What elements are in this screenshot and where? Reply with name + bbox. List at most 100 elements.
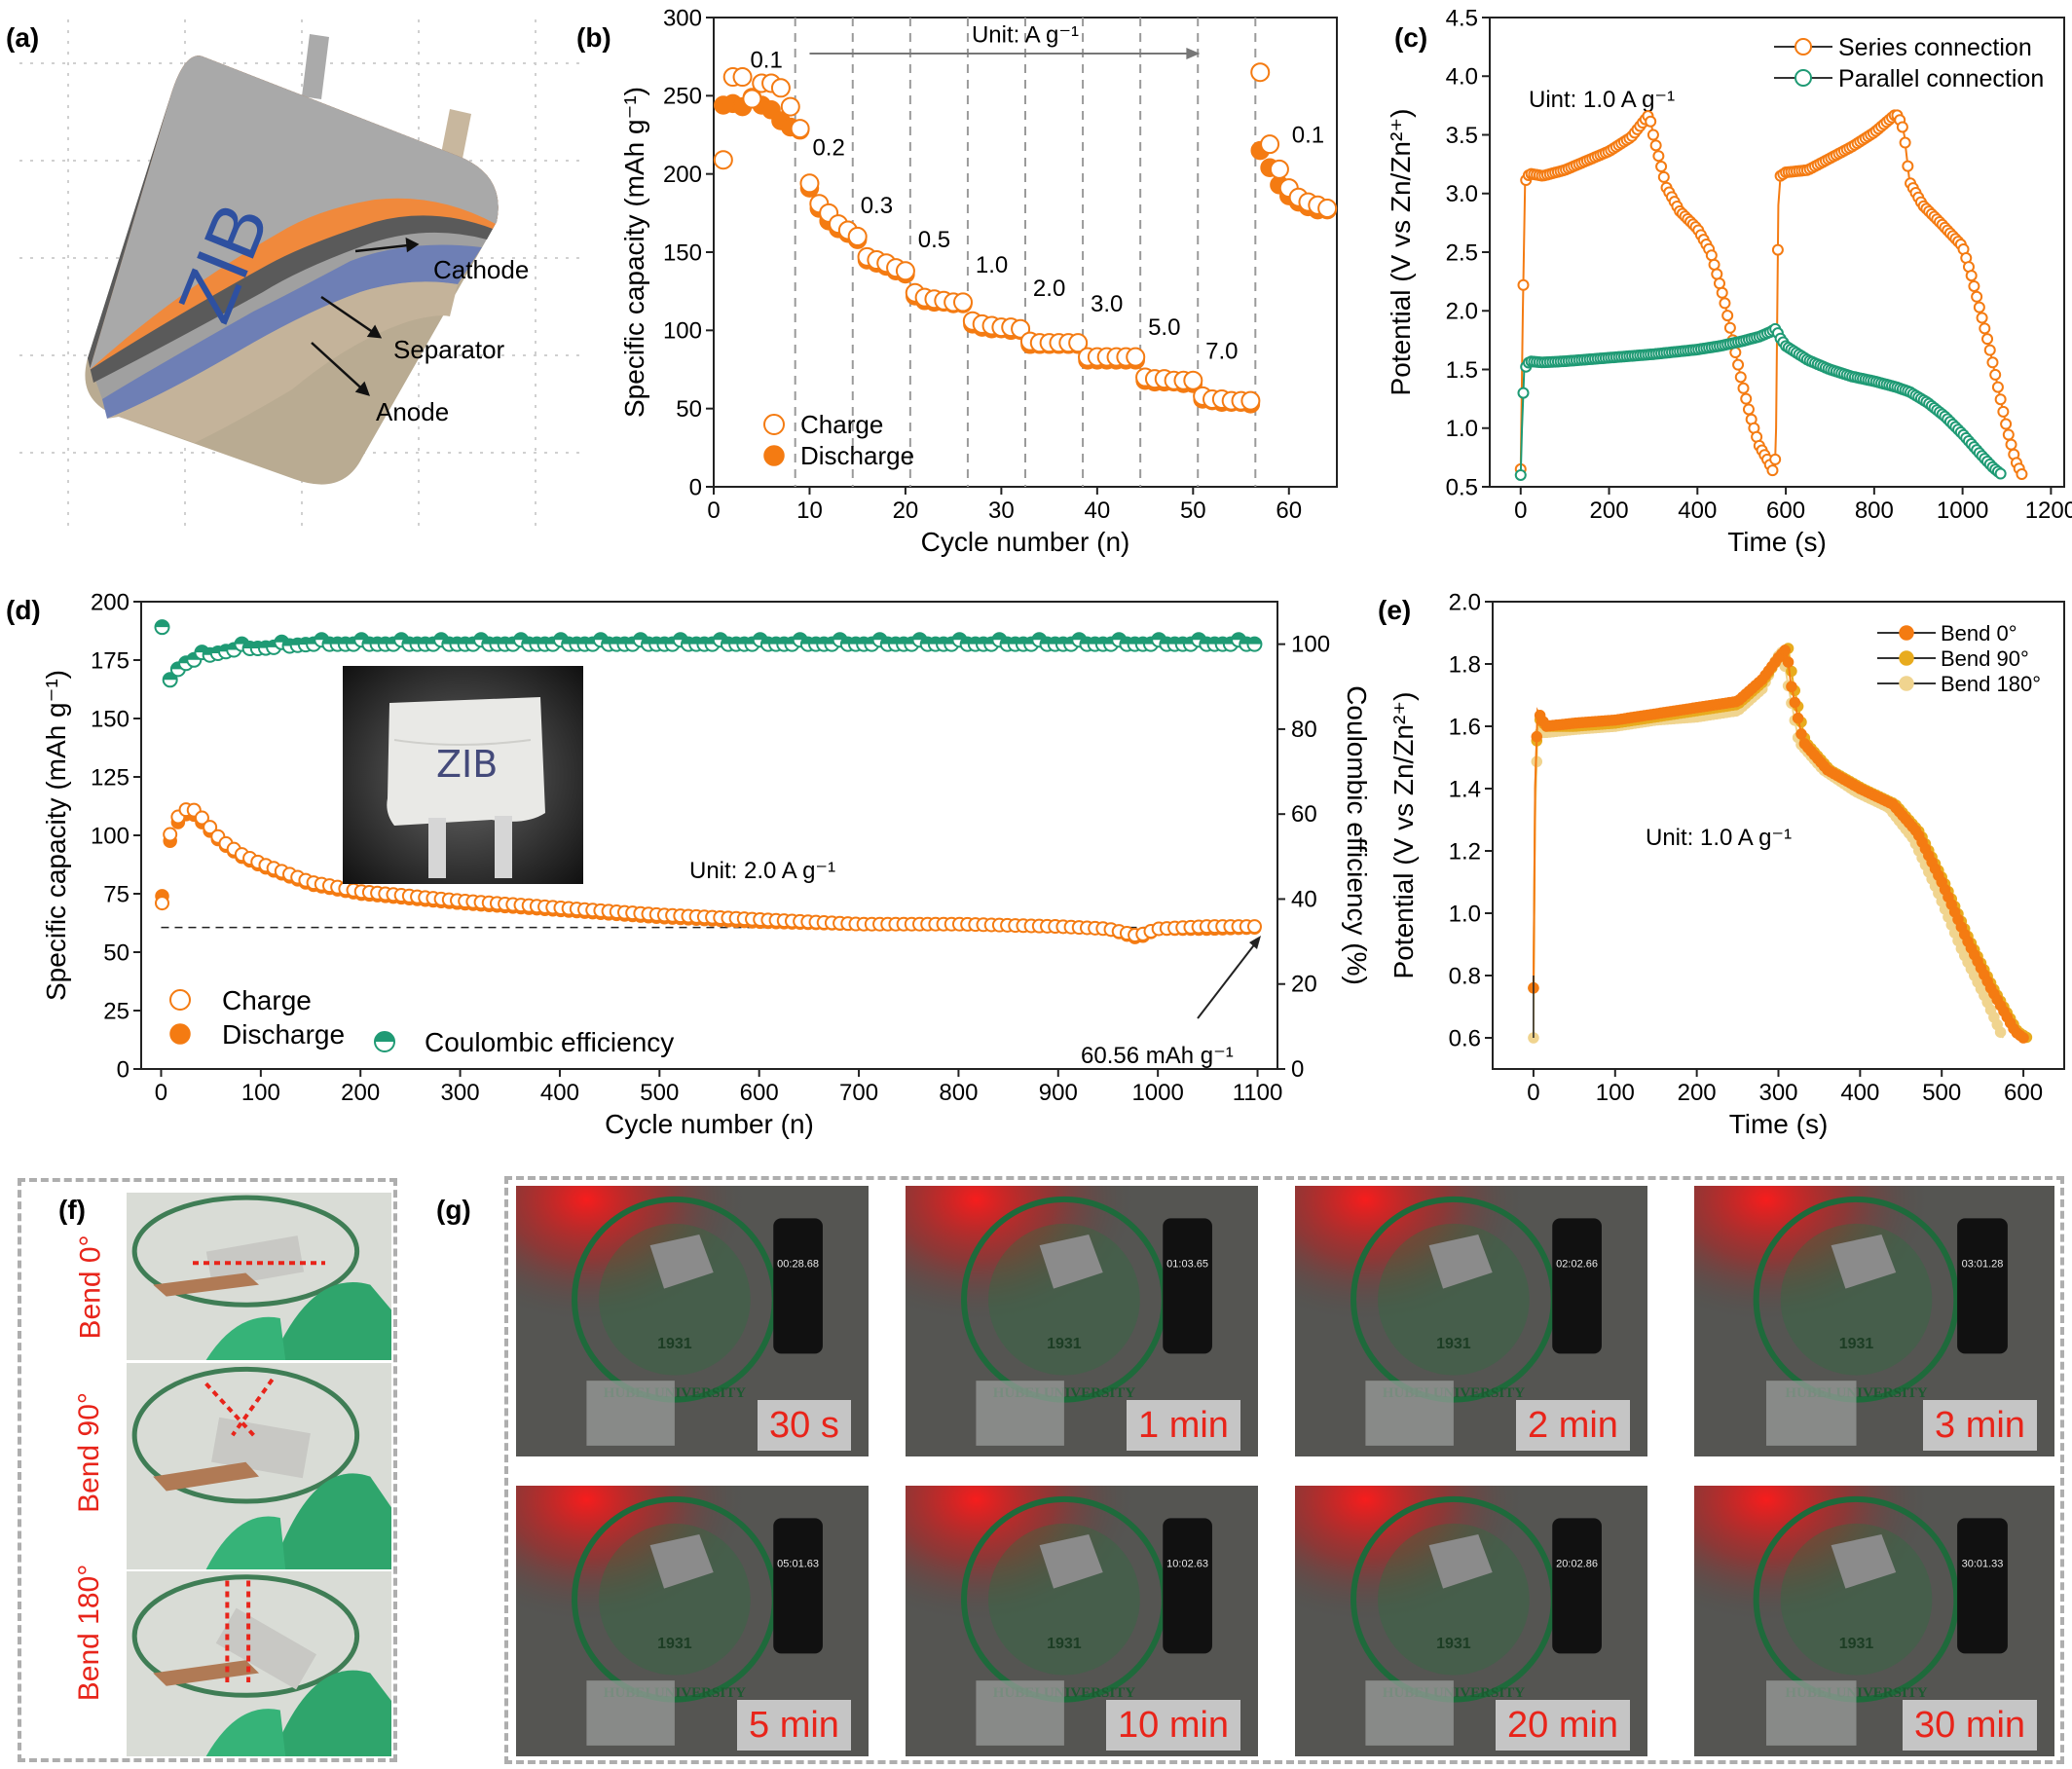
x-tick-label: 400 bbox=[1840, 1080, 1879, 1106]
rate-label: 0.1 bbox=[1292, 123, 1324, 149]
x-tick-label: 30 bbox=[988, 498, 1015, 524]
y-tick-label: 1.8 bbox=[1449, 651, 1481, 678]
alligator-clip bbox=[153, 1461, 259, 1492]
x-tick-label: 0 bbox=[1527, 1080, 1539, 1106]
y-tick-label: 100 bbox=[91, 823, 130, 849]
annotation-arrow bbox=[1197, 941, 1257, 1019]
y-tick-label: 4.5 bbox=[1446, 5, 1478, 31]
y2-tick-label: 80 bbox=[1291, 717, 1317, 743]
rate-label: 0.1 bbox=[750, 47, 782, 73]
charge-point bbox=[770, 78, 791, 98]
panel-label-b: (b) bbox=[576, 22, 611, 53]
time-label: 5 min bbox=[737, 1700, 851, 1751]
time-label: 1 min bbox=[1127, 1400, 1240, 1451]
x-tick-label: 800 bbox=[1855, 498, 1894, 524]
charge-point bbox=[1068, 333, 1089, 353]
series-point-0 bbox=[1705, 249, 1718, 262]
x-tick-label: 300 bbox=[1758, 1080, 1797, 1106]
series-point-0 bbox=[1771, 243, 1784, 256]
charge-point bbox=[742, 89, 762, 109]
series-point-0 bbox=[1652, 150, 1665, 163]
panel-label-g: (g) bbox=[436, 1195, 471, 1225]
series-point-0 bbox=[1792, 712, 1804, 724]
logo-center bbox=[599, 1223, 751, 1376]
y-tick-label: 1.6 bbox=[1449, 714, 1481, 740]
legend-charge-label: Charge bbox=[222, 985, 312, 1015]
chart-e-bending-gcd: 0 100 200 300 400 500 600 0.6 0.8 1.0 1.2 1.4 1.6 1.8… bbox=[1388, 589, 2065, 1139]
legend-label-0: Series connection bbox=[1838, 34, 2032, 61]
charge-point bbox=[1260, 134, 1280, 155]
rate-label: 5.0 bbox=[1148, 314, 1180, 341]
x-tick-label: 100 bbox=[241, 1080, 280, 1106]
charge-point bbox=[154, 896, 169, 911]
anode-layer bbox=[102, 244, 482, 419]
stopwatch-reading: 05:01.63 bbox=[777, 1558, 819, 1569]
bend-label-180: Bend 180° bbox=[73, 1564, 106, 1702]
charge-point bbox=[799, 173, 820, 194]
series-point-0 bbox=[1657, 170, 1670, 183]
x-axis-label: Time (s) bbox=[1729, 1109, 1829, 1139]
time-label: 20 min bbox=[1496, 1700, 1631, 1751]
series-point-0 bbox=[1719, 297, 1731, 310]
logo-year: 1931 bbox=[1839, 1636, 1874, 1652]
legend-marker-1 bbox=[1899, 650, 1914, 666]
rate-label: 0.3 bbox=[861, 193, 893, 219]
logo-ring bbox=[131, 1366, 360, 1504]
toy-car bbox=[1039, 1534, 1103, 1589]
rate-label: 3.0 bbox=[1091, 291, 1123, 317]
phone bbox=[1163, 1518, 1212, 1654]
y-tick-label: 1.0 bbox=[1446, 416, 1478, 442]
x-axis-label: Time (s) bbox=[1727, 527, 1827, 557]
time-label: 30 s bbox=[758, 1400, 851, 1451]
legend-marker-0 bbox=[1794, 38, 1812, 55]
y-tick-label: 0 bbox=[689, 474, 702, 500]
y-tick-label: 200 bbox=[91, 589, 130, 615]
pouch-cells bbox=[976, 1381, 1064, 1446]
logo-year: 1931 bbox=[657, 1336, 692, 1352]
logo-year: 1931 bbox=[1047, 1336, 1082, 1352]
logo-center bbox=[1780, 1223, 1933, 1376]
series-point-0 bbox=[2000, 418, 2013, 430]
phone bbox=[1552, 1218, 1602, 1354]
charge-point bbox=[953, 292, 973, 313]
legend-ce-marker bbox=[374, 1031, 395, 1052]
y-tick-label: 175 bbox=[91, 647, 130, 674]
panel-g-frame bbox=[504, 1176, 2064, 1764]
glove-left bbox=[205, 1516, 286, 1569]
y-tick-label: 1.2 bbox=[1449, 838, 1481, 865]
series-point-0 bbox=[1896, 121, 1908, 133]
phone bbox=[773, 1218, 823, 1354]
toy-car bbox=[1428, 1235, 1493, 1289]
series-point-0 bbox=[2016, 467, 2028, 480]
series-point-0 bbox=[1971, 290, 1983, 303]
x-tick-label: 200 bbox=[341, 1080, 380, 1106]
pouch-cells bbox=[586, 1381, 675, 1446]
inset-pouch-photo: ZIB bbox=[343, 666, 583, 884]
series-point-0 bbox=[1782, 656, 1794, 668]
y2-tick-label: 0 bbox=[1291, 1056, 1304, 1083]
x-tick-label: 0 bbox=[1514, 498, 1527, 524]
series-point-0 bbox=[1973, 301, 1985, 313]
unit-note: Unit: 1.0 A g⁻¹ bbox=[1646, 825, 1792, 851]
charge-point bbox=[1126, 347, 1146, 367]
series-point-0 bbox=[2005, 438, 2017, 451]
panel-label-e: (e) bbox=[1378, 595, 1411, 625]
series-point-0 bbox=[1742, 403, 1755, 416]
series-point-0 bbox=[2017, 1032, 2029, 1044]
logo-year: 1931 bbox=[657, 1636, 692, 1652]
legend-discharge-label: Discharge bbox=[222, 1019, 345, 1050]
legend-marker-1 bbox=[1794, 69, 1812, 87]
y-tick-label: 200 bbox=[663, 162, 702, 188]
series-point-1 bbox=[1517, 387, 1530, 399]
glove-right bbox=[272, 1670, 391, 1756]
series-point-0 bbox=[1902, 160, 1914, 172]
legend-ce-label: Coulombic efficiency bbox=[425, 1027, 674, 1057]
series-point-0 bbox=[1986, 356, 1999, 369]
x-tick-label: 200 bbox=[1678, 1080, 1717, 1106]
stopwatch-reading: 03:01.28 bbox=[1962, 1258, 2004, 1270]
charge-point bbox=[1240, 390, 1261, 411]
y-tick-label: 0.5 bbox=[1446, 474, 1478, 500]
toy-car bbox=[1428, 1534, 1493, 1589]
legend-marker-2 bbox=[1899, 676, 1914, 691]
bend-label-0: Bend 0° bbox=[74, 1235, 107, 1340]
